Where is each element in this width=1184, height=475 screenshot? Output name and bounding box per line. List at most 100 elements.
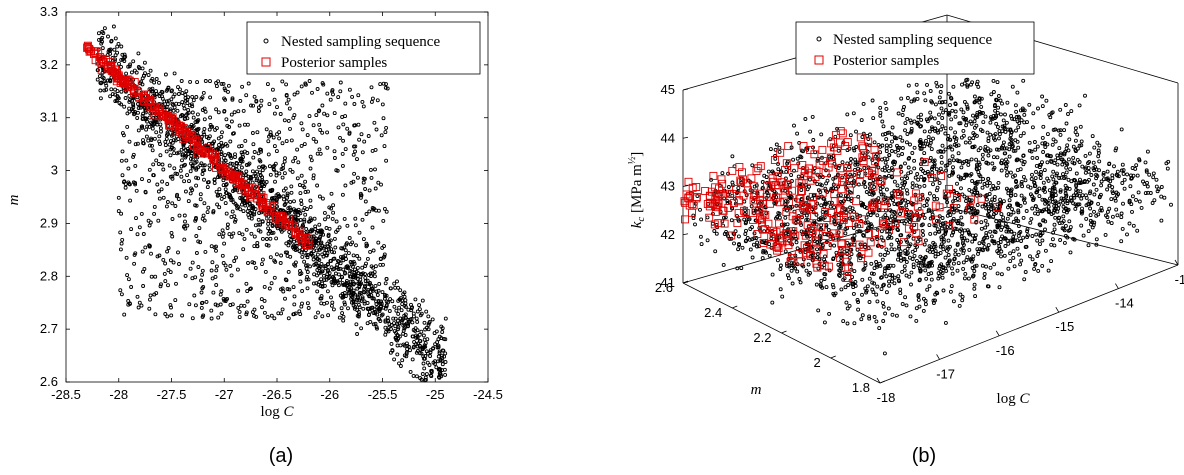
chart-a-sequence-point xyxy=(397,297,402,302)
chart-a-sequence-point xyxy=(357,290,362,295)
chart-a-sequence-point xyxy=(306,306,311,310)
chart-b-sequence-point xyxy=(812,179,817,184)
chart-a-sequence-point xyxy=(223,142,228,147)
chart-b-sequence-point xyxy=(898,239,903,244)
chart-b-sequence-point xyxy=(869,224,874,229)
chart-a-sequence-point xyxy=(283,201,288,206)
chart-b-sequence-point xyxy=(822,257,827,262)
chart-b-sequence-point xyxy=(984,264,989,269)
chart-a-sequence-point xyxy=(137,225,142,230)
chart-a-sequence-point xyxy=(320,269,325,274)
chart-a-sequence-point xyxy=(315,87,320,91)
chart-b-sequence-point xyxy=(1040,238,1045,243)
chart-b-sequence-point xyxy=(925,119,930,124)
chart-b-sequence-point xyxy=(963,172,968,177)
chart-b-sequence-point xyxy=(806,272,811,277)
chart-b-sequence-point xyxy=(935,196,940,201)
chart-b-sequence-point xyxy=(1097,143,1102,148)
chart-b-sequence-point xyxy=(1033,262,1038,267)
chart-b-sequence-point xyxy=(858,256,863,261)
chart-b-sequence-point xyxy=(1005,100,1010,105)
chart-a-sequence-point xyxy=(157,253,162,258)
chart-a-sequence-point xyxy=(331,203,336,208)
chart-b-sequence-point xyxy=(888,273,893,278)
chart-a-sequence-point xyxy=(283,277,288,282)
chart-b-sequence-point xyxy=(1129,202,1134,207)
chart-a-sequence-point xyxy=(302,259,307,264)
chart-a-sequence-point xyxy=(391,316,396,321)
chart-b-sequence-point xyxy=(845,321,850,326)
chart-b-sequence-point xyxy=(1115,169,1120,174)
chart-a-sequence-point xyxy=(229,234,234,239)
chart-b-sequence-point xyxy=(909,210,914,215)
chart-a-sequence-point xyxy=(239,150,244,155)
chart-a-sequence-point xyxy=(347,87,352,92)
chart-b-sequence-point xyxy=(1056,215,1061,220)
chart-b-sequence-point xyxy=(860,292,864,297)
chart-a-sequence-point xyxy=(371,296,376,301)
chart-a-sequence-point xyxy=(119,64,124,69)
chart-a-sequence-point xyxy=(331,92,335,97)
chart-b-sequence-point xyxy=(998,197,1003,202)
chart-a-sequence-point xyxy=(180,153,185,158)
chart-a-sequence-point xyxy=(340,192,345,197)
chart-a-sequence-point xyxy=(272,316,277,321)
chart-b-sequence-point xyxy=(941,237,946,242)
chart-b-sequence-point xyxy=(946,253,951,257)
chart-a-sequence-point xyxy=(333,271,338,276)
chart-b-sequence-point xyxy=(951,299,956,304)
chart-b-sequence-point xyxy=(952,257,957,262)
chart-a-posterior-point xyxy=(83,43,92,52)
chart-b-sequence-point xyxy=(1086,169,1091,174)
chart-a-sequence-point xyxy=(430,317,435,322)
chart-b-sequence-point xyxy=(956,219,961,224)
chart-a-sequence-point xyxy=(126,64,131,69)
chart-b-sequence-point xyxy=(969,157,974,162)
chart-b-sequence-point xyxy=(1010,207,1014,212)
chart-a-sequence-point xyxy=(281,194,286,199)
chart-b-sequence-point xyxy=(992,239,997,244)
chart-b-sequence-point xyxy=(831,291,836,296)
chart-a-sequence-point xyxy=(319,261,324,266)
chart-a-legend-label-posterior: Posterior samples xyxy=(281,55,387,71)
chart-b-sequence-point xyxy=(880,185,885,190)
chart-b-sequence-point xyxy=(905,212,909,217)
chart-a-sequence-point xyxy=(420,347,425,352)
chart-b-sequence-point xyxy=(736,234,741,239)
chart-b-sequence-point xyxy=(770,300,775,305)
chart-a-sequence-point xyxy=(326,214,331,219)
chart-b-sequence-point xyxy=(1060,162,1065,167)
chart-a-sequence-point xyxy=(163,143,168,148)
chart-b-sequence-point xyxy=(905,246,910,251)
chart-b-sequence-point xyxy=(900,113,905,117)
chart-a-sequence-point xyxy=(410,334,415,339)
chart-a-sequence-point xyxy=(303,212,308,217)
chart-a-posterior-point xyxy=(301,240,310,249)
chart-b-sequence-point xyxy=(852,148,857,153)
chart-a-sequence-point xyxy=(112,47,117,52)
chart-a-sequence-point xyxy=(329,295,333,300)
chart-a-sequence-point xyxy=(278,112,283,116)
chart-b-sequence-point xyxy=(969,189,974,194)
chart-a-sequence-point xyxy=(199,290,204,295)
chart-a-sequence-point xyxy=(396,327,400,332)
chart-a-sequence-point xyxy=(327,239,332,244)
chart-a-sequence-point xyxy=(237,309,242,314)
chart-b-sequence-point xyxy=(990,161,995,166)
chart-a-sequence-point xyxy=(383,306,388,311)
chart-b-sequence-point xyxy=(1034,190,1039,195)
chart-b-sequence-point xyxy=(1154,184,1159,189)
chart-a-sequence-point xyxy=(363,187,368,191)
chart-b-sequence-point xyxy=(1109,197,1114,202)
chart-b-sequence-point xyxy=(1115,173,1120,178)
chart-b-sequence-point xyxy=(919,112,923,117)
chart-b-sequence-point xyxy=(1012,264,1017,269)
chart-b-sequence-point xyxy=(939,160,944,165)
chart-a-sequence-point xyxy=(182,179,187,184)
chart-a-sequence-point xyxy=(279,311,284,316)
chart-b-sequence-point xyxy=(831,256,836,261)
chart-a-sequence-point xyxy=(147,306,152,311)
chart-a-sequence-point xyxy=(165,200,170,204)
chart-a-sequence-point xyxy=(101,76,106,81)
chart-b-sequence-point xyxy=(929,115,934,120)
